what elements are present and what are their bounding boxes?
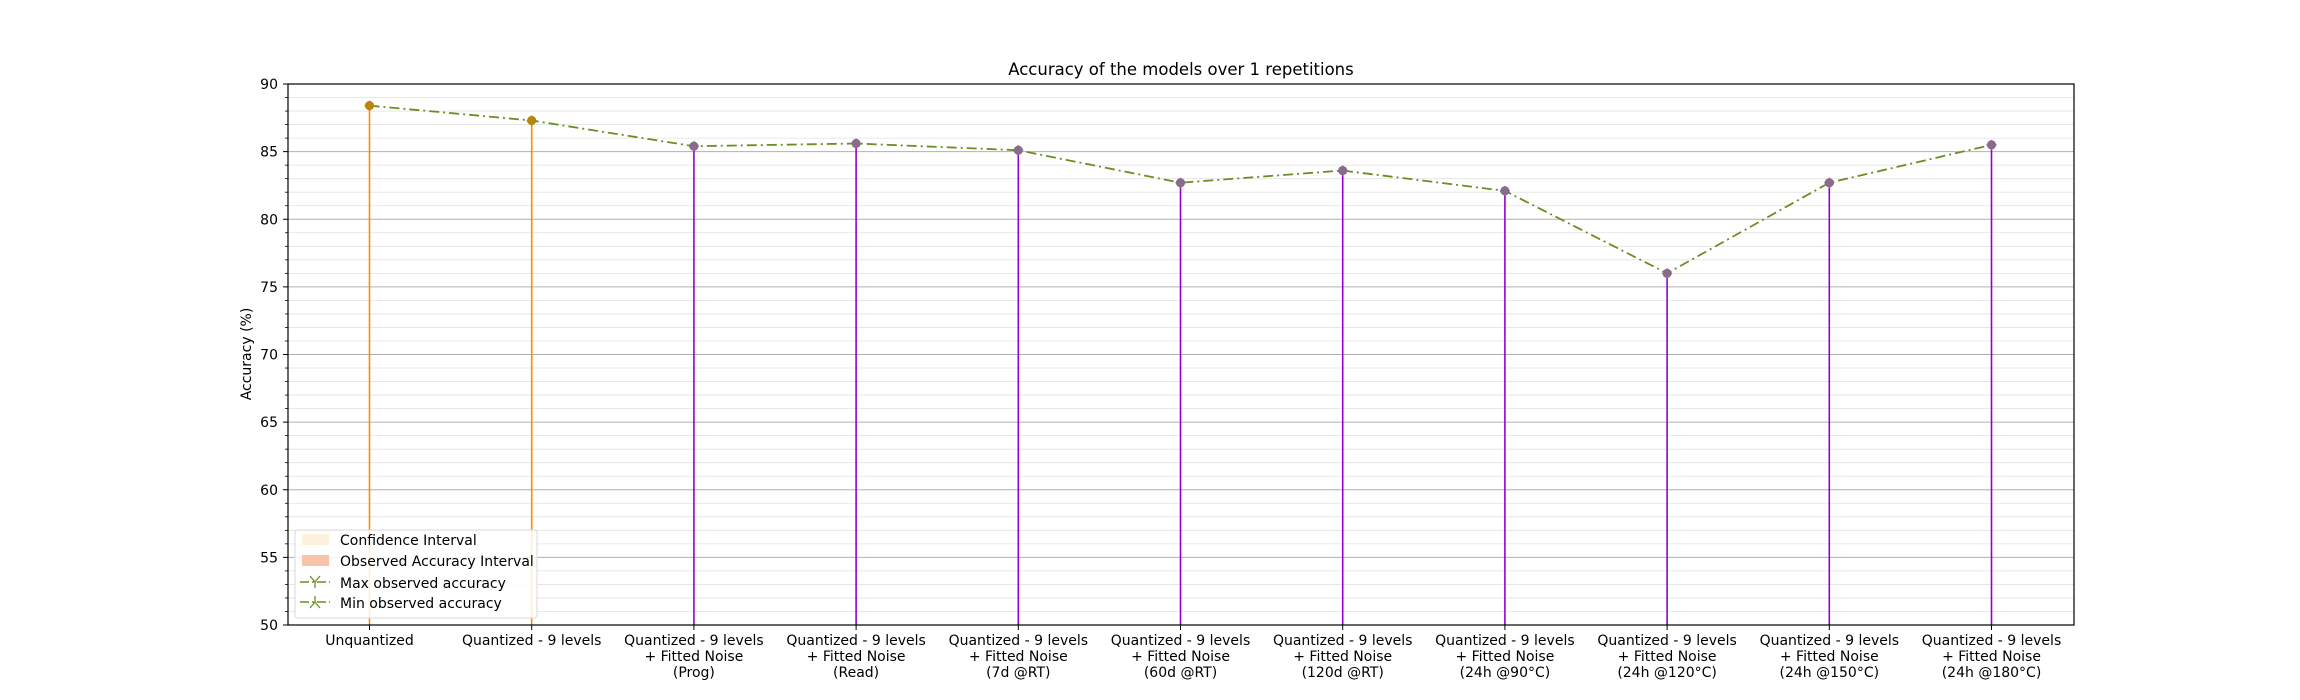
marker-cross (1499, 185, 1510, 196)
marker-cross (526, 115, 537, 126)
marker-cross (688, 141, 699, 152)
data-point-marker (1013, 145, 1024, 156)
y-tick-label: 80 (260, 212, 278, 228)
legend-label-max: Max observed accuracy (340, 576, 506, 592)
marker-cross (1824, 177, 1835, 188)
marker-cross (1175, 177, 1186, 188)
x-tick-label: Quantized - 9 levels + Fitted Noise (Prog) (624, 633, 763, 681)
marker-cross (1662, 268, 1673, 279)
y-tick-label: 90 (260, 77, 278, 93)
legend-swatch-confidence (302, 534, 329, 545)
y-tick-label: 55 (260, 550, 278, 566)
series-line-max-min (369, 104, 1992, 275)
legend-label-min: Min observed accuracy (340, 596, 502, 612)
y-tick-label: 85 (260, 145, 278, 161)
y-tick-label: 70 (260, 348, 278, 364)
data-point-marker (1499, 185, 1510, 196)
data-point-marker (1824, 177, 1835, 188)
data-point-marker (1662, 268, 1673, 279)
x-tick-label: Quantized - 9 levels + Fitted Noise (24h @… (1435, 633, 1574, 681)
accuracy-line (369, 104, 1992, 275)
chart-title: Accuracy of the models over 1 repetition… (1008, 60, 1354, 79)
accuracy-markers (364, 100, 1997, 279)
legend-swatch-max (300, 575, 330, 588)
y-tick-label: 60 (260, 483, 278, 499)
data-point-marker (851, 138, 862, 149)
legend-label-observed: Observed Accuracy Interval (340, 554, 534, 570)
data-point-marker (1337, 165, 1348, 176)
y-tick-label: 65 (260, 415, 278, 431)
data-point-marker (688, 141, 699, 152)
x-tick-label: Quantized - 9 levels (462, 633, 601, 649)
y-tick-label: 75 (260, 280, 278, 296)
data-point-marker (1175, 177, 1186, 188)
y-axis-ticks: 50 55 60 65 70 75 80 85 90 (260, 77, 288, 634)
x-tick-label: Unquantized (325, 633, 414, 649)
x-tick-label: Quantized - 9 levels + Fitted Noise (120d … (1273, 633, 1412, 681)
legend: Confidence Interval Observed Accuracy In… (294, 529, 538, 619)
x-tick-label: Quantized - 9 levels + Fitted Noise (Read) (786, 633, 925, 681)
y-tick-label: 50 (260, 618, 278, 634)
marker-cross (1986, 139, 1997, 150)
data-point-marker (526, 115, 537, 126)
x-tick-label: Quantized - 9 levels + Fitted Noise (60d @… (1111, 633, 1250, 681)
x-tick-label: Quantized - 9 levels + Fitted Noise (24h @… (1597, 633, 1736, 681)
legend-label-confidence: Confidence Interval (340, 533, 477, 549)
legend-swatch-observed (302, 555, 329, 566)
marker-cross (364, 100, 375, 111)
marker-cross (1013, 145, 1024, 156)
x-axis-ticks: Unquantized Quantized - 9 levels Quantized… (325, 625, 2061, 681)
data-point-marker (1986, 139, 1997, 150)
x-tick-label: Quantized - 9 levels + Fitted Noise (24h @… (1922, 633, 2061, 681)
marker-cross (851, 138, 862, 149)
x-tick-label: Quantized - 9 levels + Fitted Noise (24h @… (1760, 633, 1899, 681)
legend-swatch-min (300, 596, 330, 609)
data-point-marker (364, 100, 375, 111)
legend-box (294, 529, 538, 619)
x-tick-label: Quantized - 9 levels + Fitted Noise (7d @R… (949, 633, 1088, 681)
y-axis-label: Accuracy (%) (239, 308, 255, 401)
marker-cross (1337, 165, 1348, 176)
